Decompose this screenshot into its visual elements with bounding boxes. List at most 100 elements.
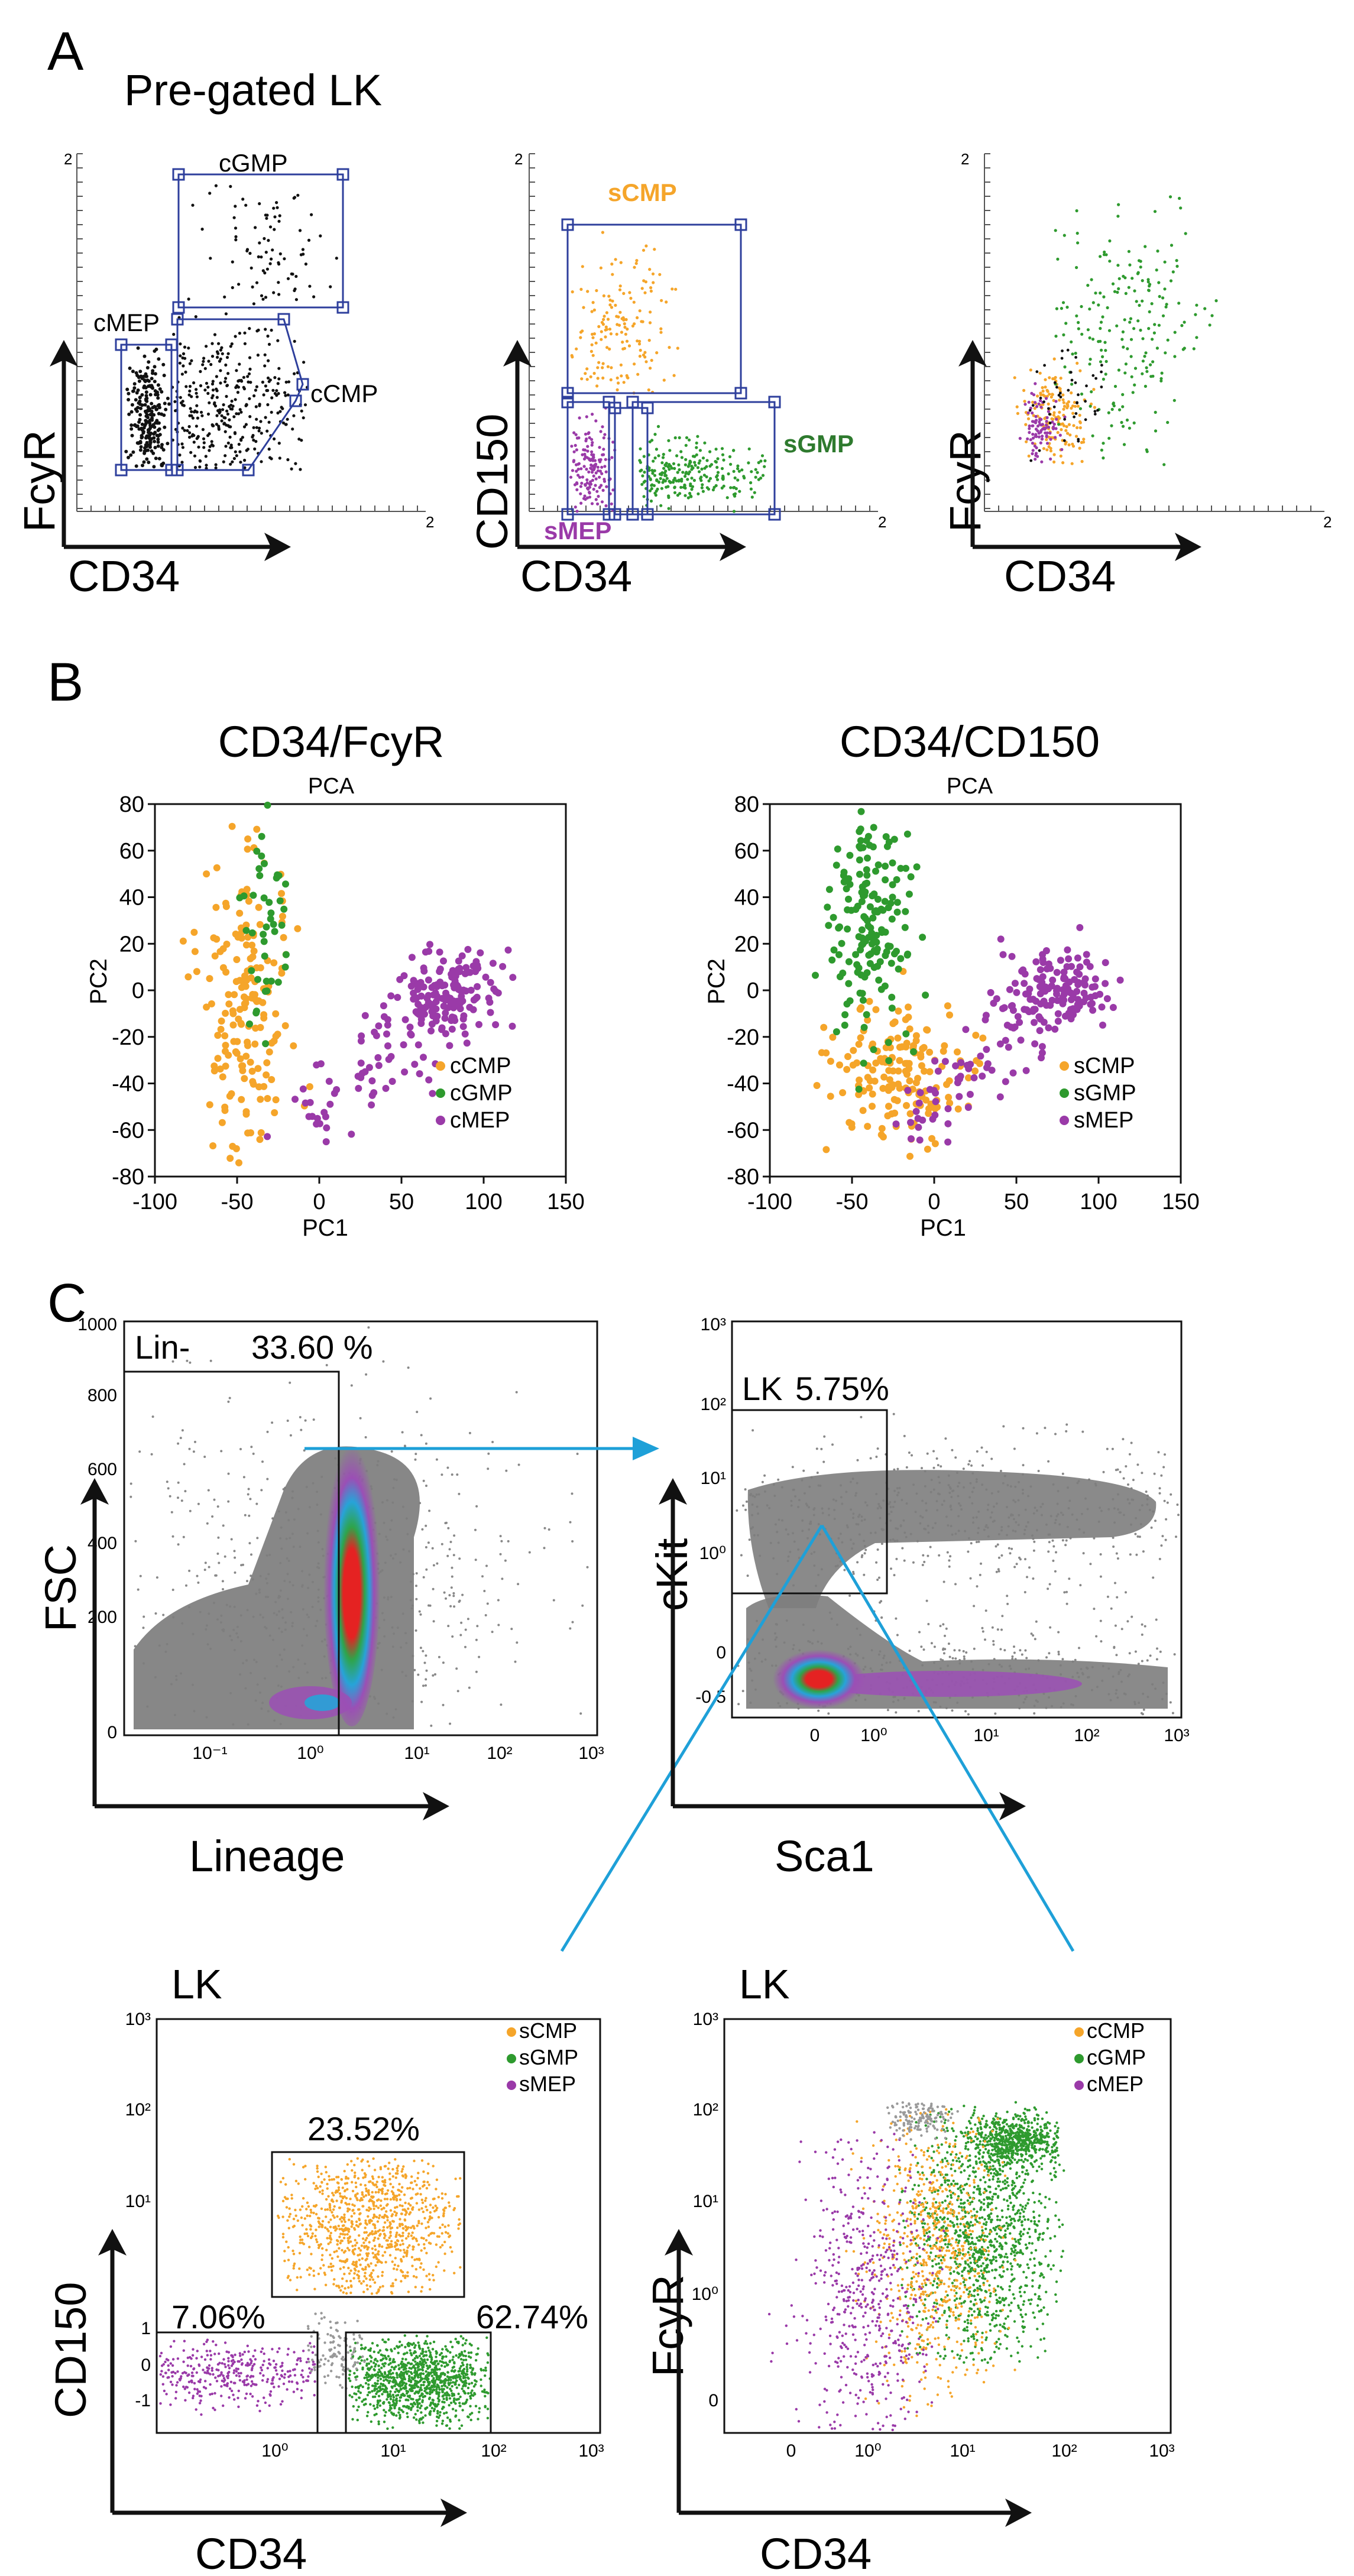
a3-mep-dot	[1040, 460, 1044, 464]
pca-point-cCMP	[247, 955, 254, 963]
c1-event-dot	[221, 1580, 224, 1583]
c2-event-dot	[1158, 1487, 1161, 1490]
c1-event-dot	[449, 1605, 452, 1608]
a3-black-dot	[1100, 370, 1103, 374]
a3-gmp-dot	[1144, 245, 1147, 248]
a1-cmp-dot	[188, 431, 192, 435]
a3-gmp-dot	[1090, 390, 1093, 394]
a2-sgmp-dot	[721, 477, 725, 481]
pca-x-tick-label: -50	[836, 1190, 869, 1214]
pca-point-sGMP	[854, 968, 861, 976]
pca-point-sMEP	[977, 1052, 984, 1060]
a1-cmp-dot	[179, 342, 182, 346]
c2-event-dot	[822, 1460, 825, 1463]
c2-event-dot	[1175, 1535, 1177, 1538]
a1-cmp-dot	[201, 363, 205, 367]
a2-smep-dot	[591, 413, 594, 416]
pca-point-cCMP	[251, 991, 258, 999]
c3-scmp-dot	[357, 2208, 360, 2211]
c3-scmp-dot	[458, 2218, 461, 2221]
c2-event-dot	[843, 1569, 846, 1571]
pca-point-cMEP	[313, 1114, 321, 1122]
pca-point-sGMP	[869, 843, 877, 851]
c3-scmp-dot	[286, 2219, 289, 2222]
a1-mep-dot	[156, 444, 160, 448]
c2-event-dot	[976, 1450, 979, 1453]
a3-gmp-dot	[1141, 359, 1145, 363]
pca-x-tick-label: 0	[928, 1190, 940, 1214]
pca-point-cMEP	[320, 1109, 328, 1116]
pca-point-cMEP	[416, 1070, 423, 1078]
c2-event-dot	[1130, 1441, 1133, 1444]
c3-scmp-dot	[361, 2237, 365, 2240]
pca-point-sMEP	[1021, 1006, 1028, 1013]
pca-point-sGMP	[846, 851, 854, 859]
pca-point-sMEP	[984, 1060, 992, 1068]
pca-point-cMEP	[357, 1059, 365, 1067]
a1-cmp-dot	[225, 355, 229, 359]
c2-event-dot	[922, 1648, 925, 1651]
a3-cmp-dot	[1078, 420, 1082, 423]
pca-point-sMEP	[1038, 1054, 1045, 1062]
a2-sgmp-dot	[686, 478, 689, 481]
a2-sgmp-dot	[700, 467, 704, 471]
c3-scmp-dot	[351, 2180, 354, 2184]
a2-smep-dot	[592, 487, 595, 491]
pca-point-cMEP	[430, 1012, 438, 1019]
pca-point-sGMP	[857, 837, 864, 844]
pca-point-sCMP	[971, 1067, 979, 1075]
tick-label-x: 10¹	[973, 1726, 999, 1745]
a2-scmp-dot	[597, 325, 601, 329]
a2-scmp-dot	[595, 384, 599, 388]
c1-event-dot	[442, 1703, 445, 1706]
c2-event-dot	[879, 1601, 882, 1604]
pca-point-sCMP	[872, 1006, 880, 1013]
pca-point-sCMP	[895, 1067, 902, 1075]
a2-sgmp-dot	[643, 479, 647, 483]
a1-mep-dot	[145, 366, 150, 370]
b2-y-axis-label: PC2	[704, 958, 730, 1005]
a1-mep-dot	[144, 409, 147, 413]
a1-mep-dot	[162, 413, 166, 417]
c1-event-dot	[261, 1460, 264, 1463]
c1-event-dot	[448, 1548, 451, 1551]
c1-event-dot	[429, 1397, 432, 1400]
a2-scmp-dot	[624, 332, 627, 336]
a1-cmp-dot	[243, 458, 247, 462]
a1-mep-dot	[150, 409, 154, 413]
a2-sgmp-dot	[757, 478, 760, 481]
a1-cmp-dot	[215, 375, 218, 378]
pca-point-cCMP	[237, 1055, 244, 1062]
c3-scmp-dot	[388, 2162, 391, 2165]
c2-event-dot	[973, 1605, 976, 1608]
c1-event-dot	[228, 1396, 231, 1399]
a3-gmp-dot	[1099, 326, 1102, 330]
a1-gmp-dot	[248, 251, 252, 255]
a2-sgmp-dot	[688, 470, 691, 474]
a3-gmp-dot	[1166, 338, 1170, 342]
pca-point-cGMP	[264, 801, 271, 809]
pca-point-sGMP	[871, 908, 879, 915]
pca-point-cMEP	[358, 1032, 365, 1040]
a3-mep-dot	[1029, 438, 1032, 442]
a2-scmp-dot	[594, 341, 598, 345]
a2-scmp-dot	[585, 367, 589, 371]
pca-point-cMEP	[425, 1076, 433, 1084]
a3-cmp-dot	[1047, 402, 1050, 406]
a1-gmp-dot	[319, 234, 322, 238]
a1-mep-dot	[153, 439, 157, 443]
a2-scmp-dot	[618, 284, 622, 288]
a2-sgmp-dot	[652, 459, 655, 463]
a3-gmp-dot	[1170, 244, 1174, 247]
a1-mep-dot	[139, 374, 143, 378]
pca-point-sMEP	[1065, 955, 1073, 963]
a3-mep-dot	[1034, 401, 1037, 404]
c2-event-dot	[1033, 1712, 1036, 1715]
a2-sgmp-dot	[698, 470, 701, 474]
pca-point-cCMP	[238, 1096, 245, 1103]
pca-point-cCMP	[240, 993, 248, 1001]
c1-event-dot	[501, 1577, 504, 1580]
a3-cmp-dot	[1073, 401, 1076, 404]
a3-gmp-dot	[1136, 319, 1140, 323]
a2-scmp-dot	[640, 287, 644, 290]
